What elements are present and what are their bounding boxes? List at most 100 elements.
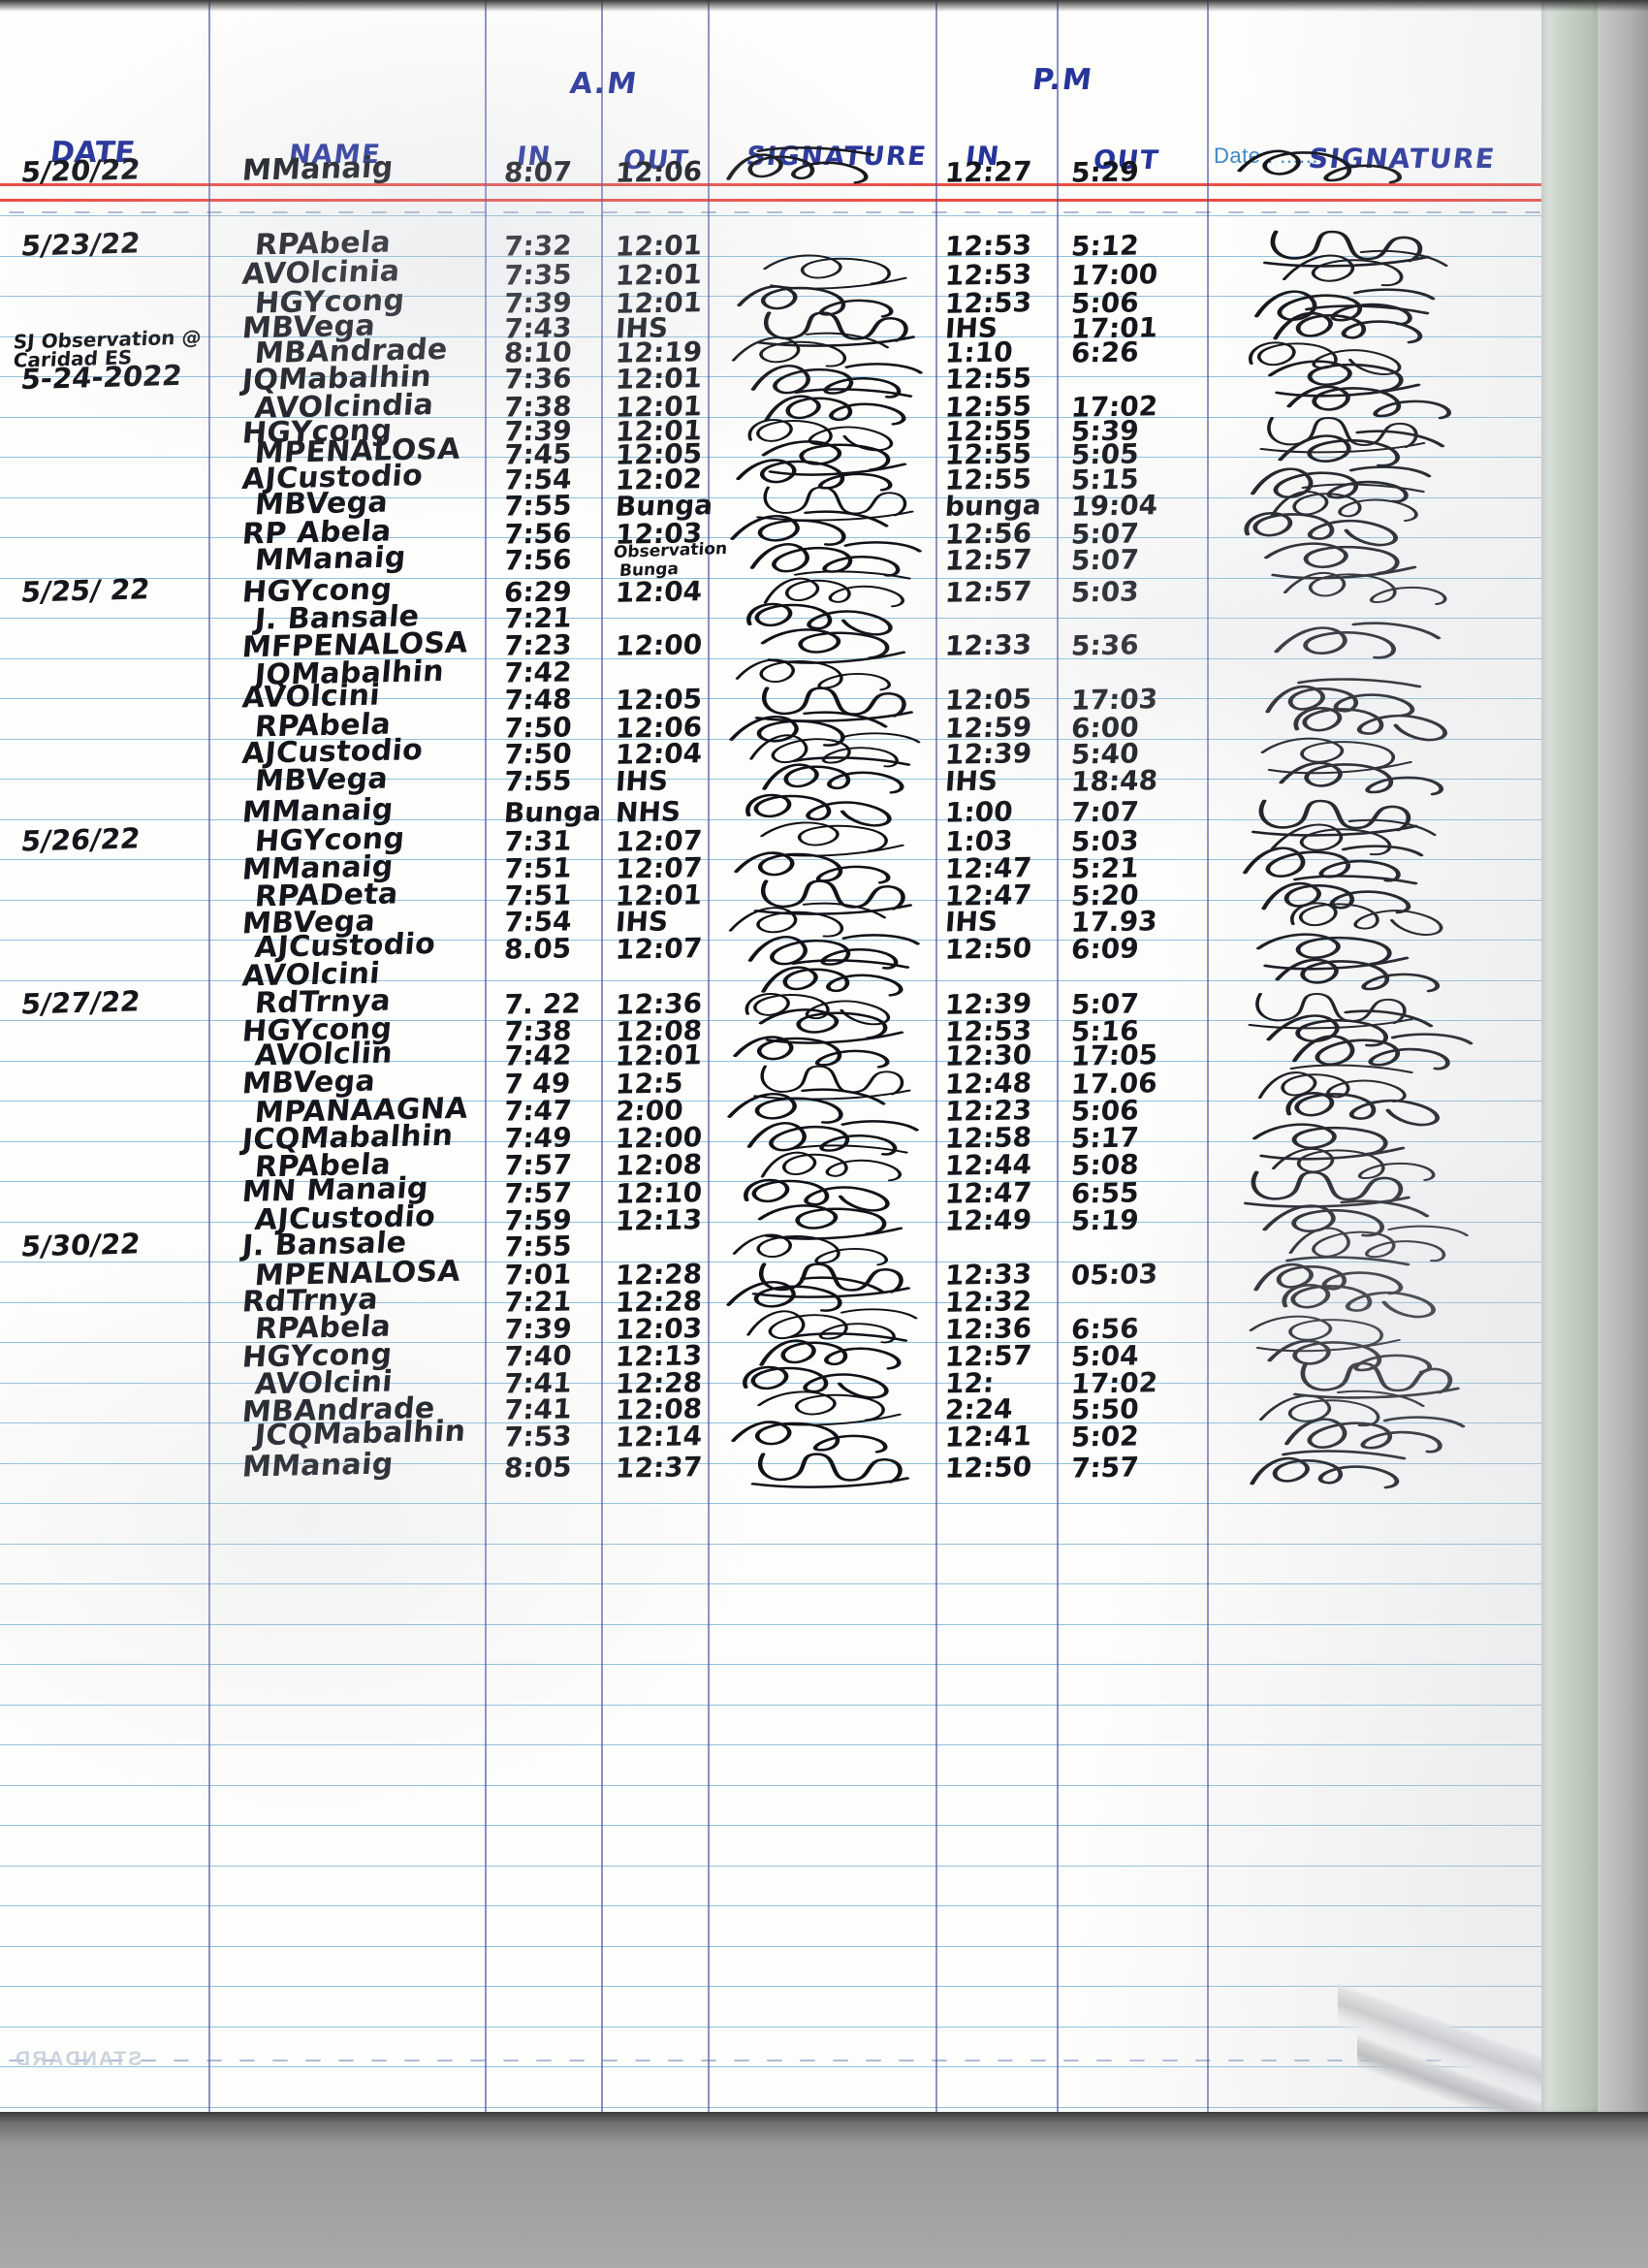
book-edge-shadow <box>1598 0 1648 2268</box>
signature-mark <box>751 1262 911 1298</box>
signature-mark <box>1288 1225 1469 1262</box>
cell-am-out: 12:01 <box>614 1038 704 1072</box>
cell-name: MManaig <box>240 150 396 189</box>
rule-line <box>0 1140 1546 1142</box>
cell-am-out: 12:13 <box>614 1203 704 1237</box>
signature-mark <box>763 254 907 290</box>
col-sep-amout-amsig <box>708 0 710 2112</box>
cell-am-out: 12:05 <box>614 683 704 717</box>
cell-am-in: 7:35 <box>502 258 573 292</box>
rule-line <box>0 457 1546 458</box>
rule-line <box>0 416 1546 418</box>
signature-mark <box>1262 230 1430 268</box>
rule-line <box>0 1825 1546 1826</box>
signature-mark <box>759 1332 908 1370</box>
printed-date-label: Date : ...... <box>1214 144 1318 168</box>
signature-mark <box>727 1088 886 1124</box>
rule-line <box>0 1020 1546 1021</box>
col-sep-pmin-pmout <box>1057 0 1059 2112</box>
pm-group-header: P.M <box>1030 63 1095 97</box>
rule-line <box>0 296 1546 297</box>
cell-date: 5/25/ 22 <box>18 572 152 609</box>
rule-line <box>0 1744 1546 1745</box>
cell-pm-out: 7:57 <box>1069 1451 1140 1485</box>
rule-line <box>0 1101 1546 1102</box>
cell-name: MManaig <box>253 540 408 578</box>
signature-mark <box>1282 1284 1436 1319</box>
rule-line <box>0 698 1546 699</box>
signature-mark <box>1242 845 1424 882</box>
rule-line <box>0 496 1546 498</box>
rule-line <box>0 899 1546 901</box>
cell-name: MManaig <box>240 1447 396 1485</box>
cell-am-in: 7:55 <box>502 1230 573 1263</box>
column-header-am-signature: SIGNATURE <box>745 142 930 172</box>
signature-mark <box>732 1233 888 1266</box>
signature-mark <box>730 510 889 546</box>
rule-line <box>0 2026 1546 2028</box>
signature-mark <box>747 419 894 452</box>
signature-mark <box>729 711 888 747</box>
rule-line <box>0 1503 1546 1504</box>
signature-mark <box>1285 1092 1440 1127</box>
cell-am-out-note: Observation <box>613 538 728 563</box>
signature-mark <box>758 1008 904 1044</box>
cell-am-out: 12:08 <box>614 1148 704 1182</box>
cell-pm-out: 5:02 <box>1069 1420 1140 1453</box>
signature-mark <box>1293 707 1447 742</box>
cell-am-out: IHS <box>614 764 670 798</box>
signature-mark <box>1286 385 1452 420</box>
cell-am-out: 12:06 <box>614 155 704 189</box>
signature-mark <box>1250 1450 1407 1489</box>
cell-am-out: 12:01 <box>614 229 704 263</box>
signature-mark <box>1249 1315 1401 1353</box>
rule-line <box>0 215 1546 216</box>
perforation-dots <box>0 2060 1546 2061</box>
cell-pm-out: 5:03 <box>1069 575 1140 609</box>
cell-pm-in: 12:50 <box>943 932 1033 966</box>
cell-pm-in: 12:33 <box>943 628 1033 662</box>
signature-mark <box>1275 958 1441 993</box>
col-sep-name-amin <box>485 0 487 2112</box>
paper-brand-watermark: STANDARD <box>14 2048 143 2070</box>
col-sep-date-name <box>208 0 210 2112</box>
cell-pm-out: 17:05 <box>1069 1038 1159 1072</box>
cell-pm-out: 5:08 <box>1069 1148 1140 1182</box>
cell-am-out: 12:14 <box>614 1420 704 1453</box>
margin-note-line: Caridad ES <box>12 345 134 372</box>
signature-mark <box>754 687 914 722</box>
cell-pm-in: 12:05 <box>943 683 1033 717</box>
cell-pm-out: 17:03 <box>1069 683 1159 717</box>
rule-line <box>0 1462 1546 1464</box>
signature-mark <box>1258 1390 1425 1427</box>
am-group-header: A.M <box>567 67 640 101</box>
cell-am-out: 12:00 <box>614 628 704 662</box>
signature-mark <box>764 388 913 426</box>
signature-mark <box>1292 1361 1460 1399</box>
signature-mark <box>744 1178 890 1212</box>
signature-mark <box>1243 1170 1410 1208</box>
signature-mark <box>753 879 913 915</box>
cell-am-in: 7:48 <box>502 683 573 717</box>
paper-sheet: A.M P.M DATE NAME IN OUT SIGNATURE IN OU… <box>0 0 1638 2157</box>
signature-mark <box>1284 1416 1466 1453</box>
signature-mark <box>1265 678 1422 718</box>
cell-date: 5/30/22 <box>18 1227 143 1263</box>
rule-line <box>0 859 1546 860</box>
signature-mark <box>746 602 893 636</box>
signature-mark <box>760 821 904 857</box>
cell-am-in: 7:42 <box>502 1038 573 1072</box>
rule-line <box>0 1623 1546 1625</box>
cell-am-out: 12:37 <box>614 1451 704 1485</box>
col-sep-pmout-pmsig <box>1207 0 1209 2112</box>
cell-pm-out: 6:09 <box>1069 932 1140 966</box>
rule-line <box>0 2066 1546 2067</box>
signature-mark <box>757 1204 903 1240</box>
signature-mark <box>1261 875 1418 914</box>
rule-line <box>0 1060 1546 1062</box>
cell-am-in: 7:36 <box>502 362 573 396</box>
signature-mark <box>1291 1033 1474 1070</box>
signature-mark <box>747 934 920 970</box>
cell-pm-out: 5:12 <box>1069 229 1140 263</box>
rule-line <box>0 1905 1546 1906</box>
